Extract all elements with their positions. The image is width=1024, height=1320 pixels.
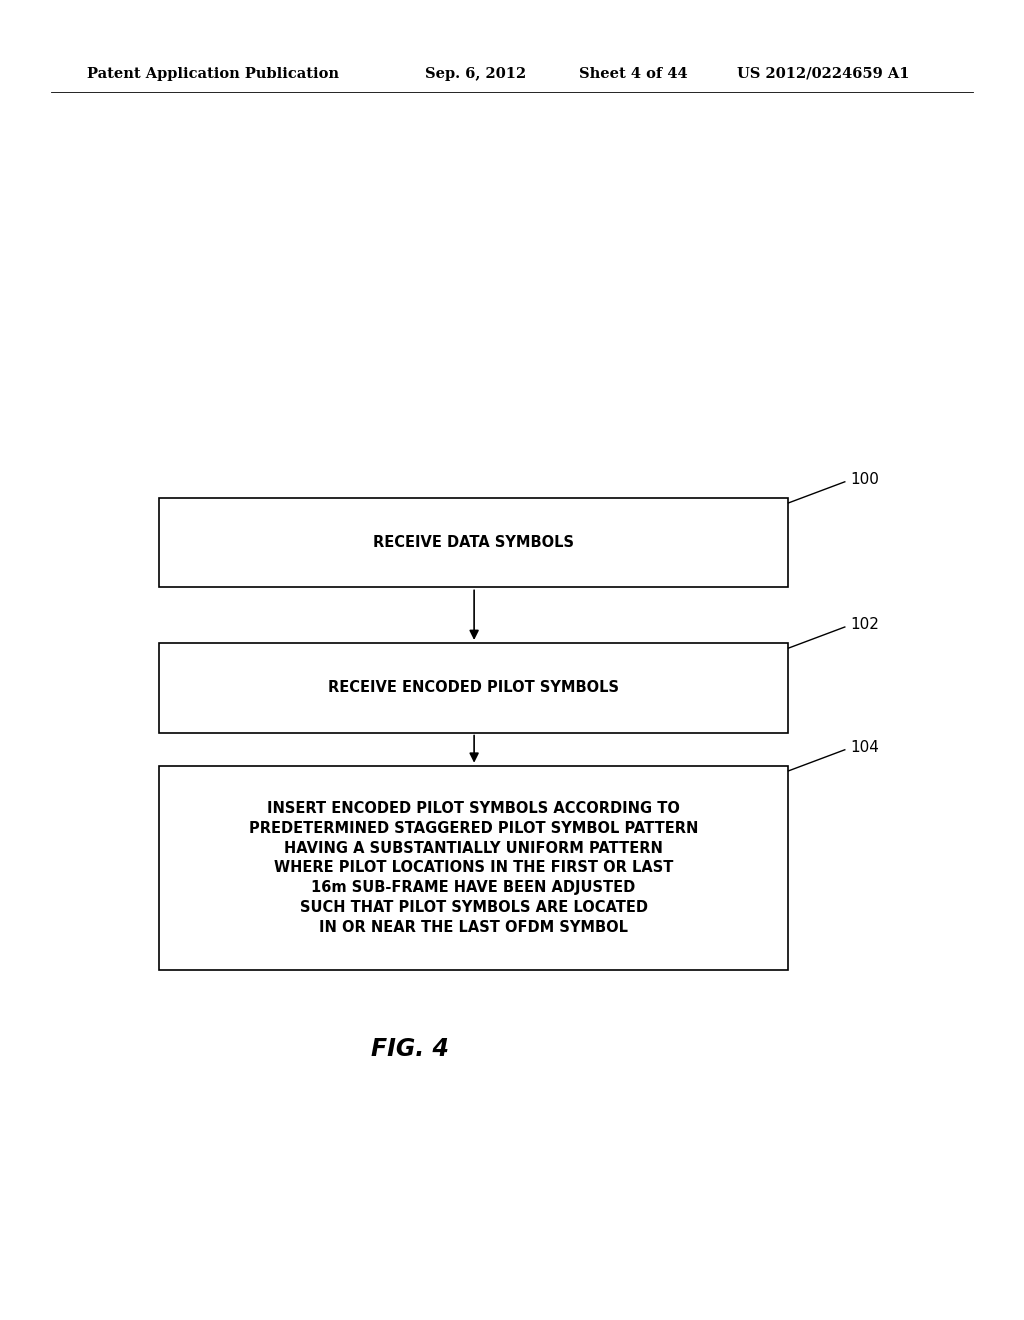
Bar bbox=[159, 766, 788, 970]
Text: 100: 100 bbox=[850, 471, 879, 487]
Text: US 2012/0224659 A1: US 2012/0224659 A1 bbox=[737, 67, 909, 81]
Text: 102: 102 bbox=[850, 616, 879, 632]
Text: Patent Application Publication: Patent Application Publication bbox=[87, 67, 339, 81]
Bar bbox=[159, 643, 788, 733]
Bar bbox=[159, 498, 788, 587]
Text: FIG. 4: FIG. 4 bbox=[371, 1038, 449, 1061]
Text: Sep. 6, 2012: Sep. 6, 2012 bbox=[425, 67, 526, 81]
Text: 104: 104 bbox=[850, 739, 879, 755]
Text: RECEIVE DATA SYMBOLS: RECEIVE DATA SYMBOLS bbox=[373, 535, 574, 550]
Text: RECEIVE ENCODED PILOT SYMBOLS: RECEIVE ENCODED PILOT SYMBOLS bbox=[328, 680, 620, 696]
Text: Sheet 4 of 44: Sheet 4 of 44 bbox=[579, 67, 687, 81]
Text: INSERT ENCODED PILOT SYMBOLS ACCORDING TO
PREDETERMINED STAGGERED PILOT SYMBOL P: INSERT ENCODED PILOT SYMBOLS ACCORDING T… bbox=[249, 801, 698, 935]
